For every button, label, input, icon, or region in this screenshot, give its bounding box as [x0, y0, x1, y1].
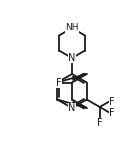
Text: F: F	[109, 108, 115, 118]
Text: N: N	[68, 103, 76, 113]
Text: F: F	[97, 118, 103, 128]
Text: F: F	[109, 97, 115, 107]
Text: F: F	[56, 78, 62, 88]
Text: N: N	[68, 53, 76, 63]
Text: NH: NH	[65, 23, 79, 32]
